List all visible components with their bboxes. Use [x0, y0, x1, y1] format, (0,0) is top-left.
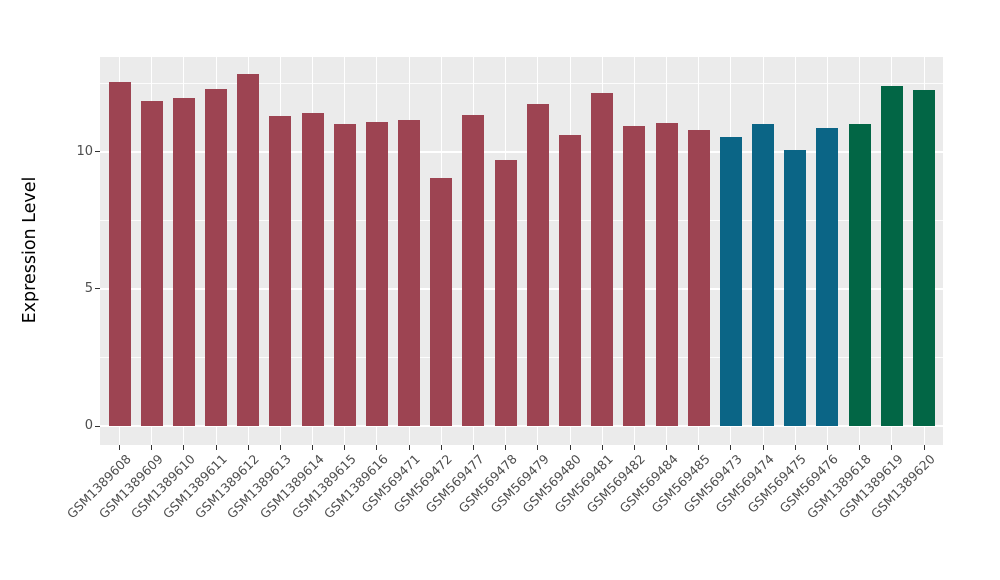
x-tick-mark	[119, 445, 120, 450]
bar-GSM569480	[559, 135, 582, 426]
plot-panel	[100, 57, 943, 445]
x-tick-mark	[891, 445, 893, 450]
x-tick-mark	[505, 445, 507, 450]
y-tick-mark	[95, 288, 100, 290]
minor-gridline	[100, 357, 943, 359]
x-tick-mark	[633, 445, 635, 450]
y-tick-label: 10	[76, 143, 93, 159]
x-tick-mark	[376, 445, 378, 450]
x-tick-mark	[408, 445, 410, 450]
x-tick-mark	[923, 445, 925, 450]
x-tick-mark	[601, 445, 603, 450]
x-tick-mark	[859, 445, 861, 450]
bar-GSM569471	[398, 120, 421, 426]
bar-GSM1389618	[848, 124, 871, 426]
x-tick-mark	[472, 445, 474, 450]
bar-GSM1389612	[237, 73, 260, 426]
x-tick-mark	[762, 445, 764, 450]
bar-GSM1389609	[140, 101, 163, 426]
bar-GSM569475	[784, 150, 807, 426]
x-tick-mark	[312, 445, 314, 450]
bar-GSM569472	[430, 177, 453, 426]
bar-GSM569484	[655, 123, 678, 426]
y-tick-mark	[95, 151, 100, 153]
y-tick-mark	[95, 425, 100, 427]
x-tick-mark	[215, 445, 217, 450]
major-gridline	[100, 425, 943, 427]
bar-GSM1389611	[205, 88, 228, 426]
x-tick-mark	[666, 445, 668, 450]
x-tick-mark	[247, 445, 249, 450]
bar-GSM569479	[526, 103, 549, 426]
y-tick-label: 5	[84, 280, 93, 296]
bar-GSM569476	[816, 128, 839, 426]
bar-GSM1389614	[301, 113, 324, 426]
bar-GSM1389619	[880, 85, 903, 426]
bar-GSM1389610	[172, 98, 195, 426]
x-tick-mark	[569, 445, 571, 450]
x-tick-mark	[794, 445, 796, 450]
x-tick-mark	[730, 445, 732, 450]
x-tick-mark	[151, 445, 153, 450]
x-tick-mark	[344, 445, 346, 450]
bar-GSM569482	[623, 125, 646, 426]
y-tick-label: 0	[84, 418, 93, 433]
bar-GSM1389613	[269, 116, 292, 426]
bar-GSM569473	[719, 136, 742, 426]
bar-GSM1389615	[333, 124, 356, 426]
bar-GSM1389620	[913, 90, 935, 426]
x-tick-mark	[537, 445, 539, 450]
bar-GSM569481	[591, 92, 614, 426]
bar-GSM1389616	[365, 121, 388, 426]
x-tick-mark	[183, 445, 185, 450]
x-tick-mark	[826, 445, 828, 450]
bar-GSM569485	[687, 129, 710, 426]
bar-GSM569478	[494, 160, 517, 426]
bar-GSM569474	[752, 124, 775, 426]
x-tick-mark	[279, 445, 281, 450]
y-axis-title: Expression Level	[20, 176, 40, 324]
minor-gridline	[100, 83, 943, 85]
major-gridline	[100, 150, 943, 153]
minor-gridline	[100, 220, 943, 222]
x-tick-mark	[440, 445, 442, 450]
major-gridline	[100, 287, 943, 290]
bar-GSM569477	[462, 114, 485, 426]
x-tick-mark	[698, 445, 700, 450]
bar-GSM1389608	[108, 81, 131, 426]
